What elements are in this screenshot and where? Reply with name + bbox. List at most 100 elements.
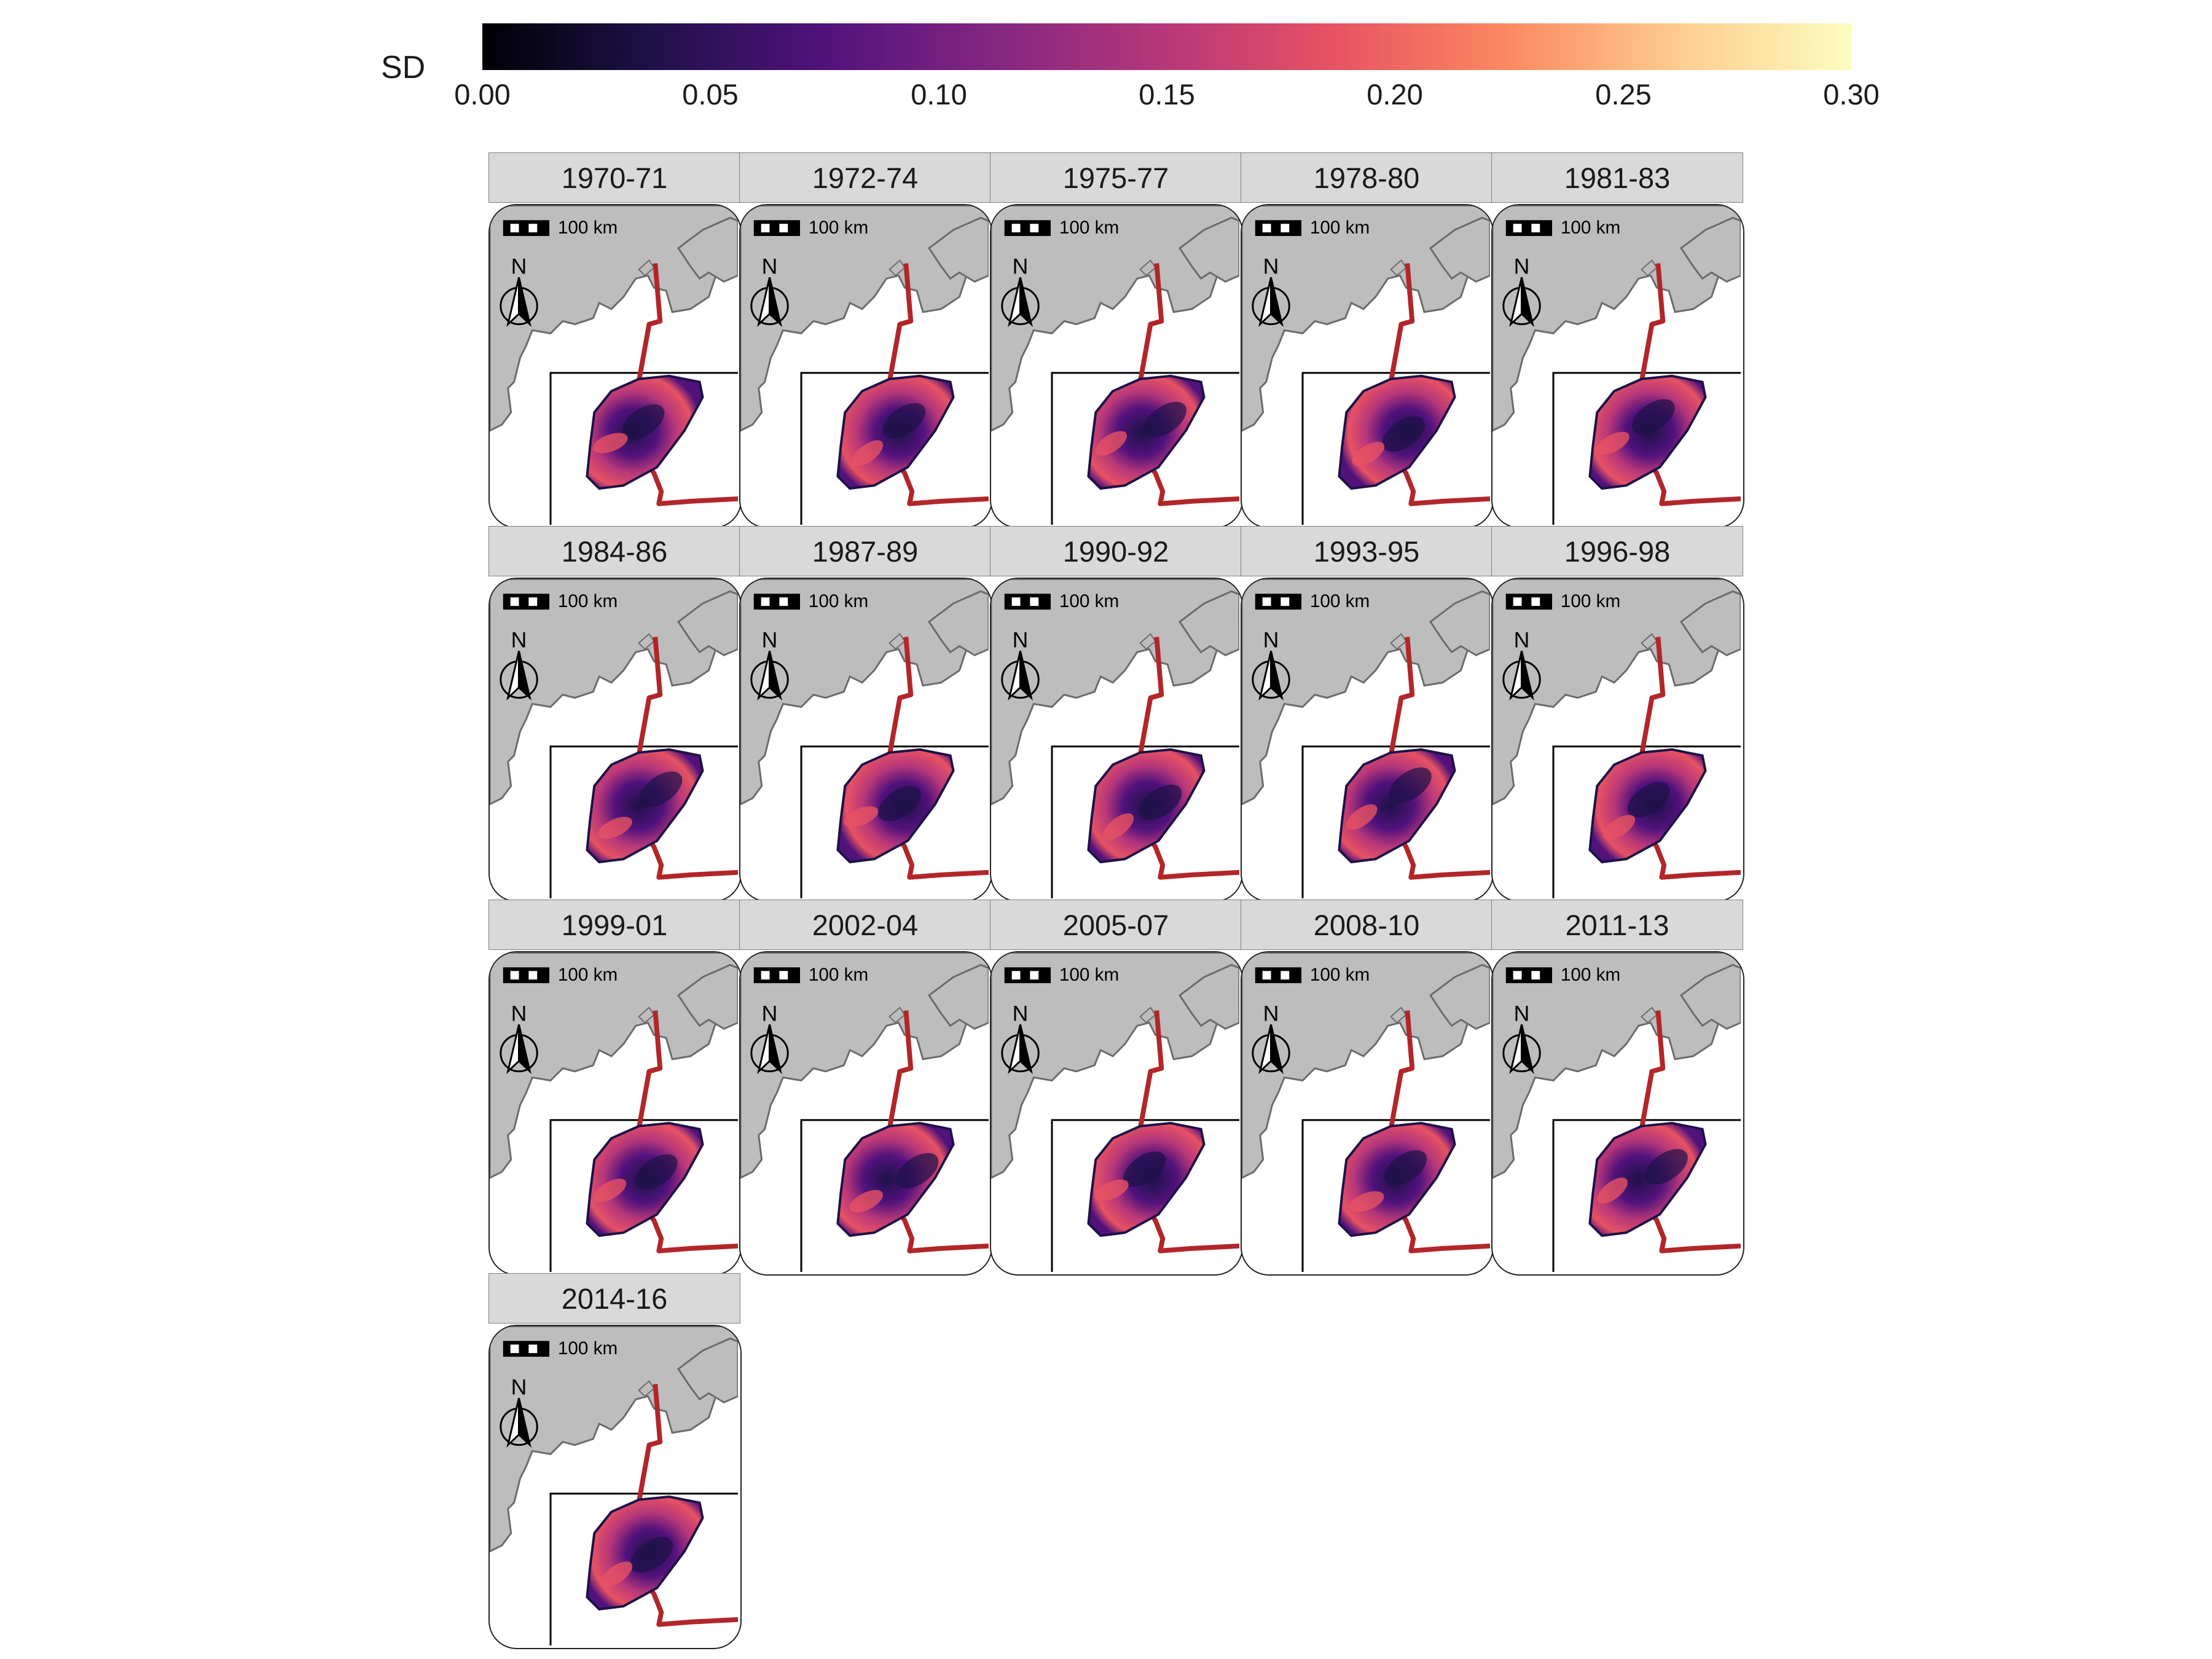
scale-bar: 100 km: [1505, 218, 1620, 238]
legend-tick: 0.30: [1823, 78, 1880, 111]
scale-bar: 100 km: [753, 591, 868, 611]
land-area: [1492, 579, 1741, 806]
map-panel: 100 km N: [488, 204, 742, 528]
scale-bar-label: 100 km: [1310, 965, 1370, 985]
sd-low-core: [1139, 785, 1182, 820]
scale-bar: 100 km: [1505, 591, 1620, 611]
land-area: [1242, 579, 1490, 806]
land-area: [1242, 205, 1490, 432]
facet-panel: 1978-80 100 km N: [1241, 152, 1494, 528]
scale-bar: 100 km: [503, 218, 618, 238]
map-panel: 100 km N: [739, 951, 992, 1276]
scale-bar: 100 km: [1004, 218, 1119, 238]
island-area: [677, 963, 738, 1030]
north-arrow: N: [1502, 254, 1541, 327]
island-area: [1178, 216, 1239, 283]
scale-bar-label: 100 km: [809, 218, 868, 238]
north-arrow: N: [750, 627, 789, 701]
north-label: N: [511, 1375, 527, 1399]
inset-frame: [1552, 372, 1741, 525]
island-area: [1178, 590, 1239, 657]
facet-strip-label: 1987-89: [739, 526, 991, 576]
map-panel: 100 km N: [1491, 204, 1744, 528]
facet-strip-label: 2014-16: [488, 1273, 740, 1324]
scale-bar: 100 km: [753, 218, 868, 238]
colorbar: [482, 23, 1851, 70]
island-area: [1178, 963, 1239, 1030]
inset-frame: [800, 372, 989, 525]
inset-frame: [800, 745, 989, 898]
scale-bar-label: 100 km: [558, 1338, 618, 1359]
facet-strip-label: 1999-01: [488, 900, 740, 950]
island-area: [927, 216, 989, 283]
facet-panel: 1981-83 100 km N: [1491, 152, 1744, 528]
north-label: N: [1013, 254, 1029, 278]
scale-bar: 100 km: [503, 1338, 618, 1359]
facet-panel: 1993-95 100 km N: [1241, 526, 1494, 902]
sd-low-core: [639, 771, 683, 807]
sd-high-patch: [1349, 1191, 1384, 1212]
north-label: N: [762, 254, 778, 278]
scale-bar-label: 100 km: [1310, 591, 1370, 611]
sd-low-core: [1382, 416, 1426, 452]
land-area: [991, 952, 1239, 1179]
north-label: N: [511, 627, 527, 652]
sd-low-core: [1384, 1150, 1427, 1186]
land-area: [991, 205, 1239, 432]
north-label: N: [1013, 627, 1029, 652]
north-label: N: [762, 627, 778, 652]
facet-strip-label: 1975-77: [990, 152, 1242, 203]
facet-strip-label: 2008-10: [1241, 900, 1492, 950]
facet-panel: 1990-92 100 km N: [990, 526, 1243, 902]
scale-bar: 100 km: [1004, 965, 1119, 985]
north-label: N: [511, 1001, 527, 1026]
inset-frame: [1301, 745, 1490, 898]
map-panel: 100 km N: [1491, 951, 1744, 1276]
facet-panel: 1999-01 100 km N: [488, 900, 742, 1276]
north-label: N: [511, 254, 527, 278]
scale-bar-label: 100 km: [1059, 591, 1119, 611]
island-area: [1429, 590, 1490, 657]
map-panel: 100 km N: [1241, 204, 1494, 528]
sd-surface: [1338, 748, 1456, 864]
land-area: [490, 205, 738, 432]
north-label: N: [1263, 627, 1279, 652]
land-area: [740, 579, 989, 806]
scale-bar-label: 100 km: [809, 591, 868, 611]
facet-strip-label: 1978-80: [1241, 152, 1492, 203]
sd-high-patch: [1596, 431, 1630, 455]
north-arrow: N: [1001, 254, 1040, 327]
scale-bar: 100 km: [503, 591, 618, 611]
sd-high-patch: [593, 1179, 627, 1202]
north-arrow: N: [500, 1001, 538, 1075]
scale-bar: 100 km: [1505, 965, 1620, 985]
north-label: N: [1514, 1001, 1530, 1026]
north-label: N: [1514, 627, 1530, 652]
facet-strip-label: 1984-86: [488, 526, 740, 576]
sd-high-patch: [849, 1190, 883, 1213]
sd-high-patch: [1095, 431, 1128, 456]
scale-bar: 100 km: [1255, 965, 1370, 985]
inset-frame: [1051, 1119, 1239, 1272]
inset-frame: [1051, 745, 1239, 898]
sd-high-patch: [852, 440, 884, 466]
facet-panel: 1970-71 100 km N: [488, 152, 742, 528]
north-arrow: N: [750, 254, 789, 327]
facet-panel: 2014-16 100 km N: [488, 1273, 742, 1649]
sd-low-core: [877, 786, 921, 822]
legend-tick: 0.15: [1139, 78, 1195, 111]
land-area: [740, 205, 989, 432]
north-arrow: N: [1252, 1001, 1290, 1075]
map-panel: 100 km N: [990, 951, 1243, 1276]
map-panel: 100 km N: [1241, 578, 1494, 902]
map-panel: 100 km N: [488, 578, 742, 902]
color-legend: SD 0.00 0.05 0.10 0.15 0.20 0.25 0.30: [369, 18, 1917, 111]
land-area: [490, 1326, 738, 1553]
map-panel: 100 km N: [990, 578, 1243, 902]
facet-panel: 2005-07 100 km N: [990, 900, 1243, 1276]
map-panel: 100 km N: [739, 204, 992, 528]
sd-low-core: [635, 1154, 678, 1190]
scale-bar: 100 km: [503, 965, 618, 985]
north-label: N: [1013, 1001, 1029, 1026]
facet-panel: 2011-13 100 km N: [1491, 900, 1744, 1276]
